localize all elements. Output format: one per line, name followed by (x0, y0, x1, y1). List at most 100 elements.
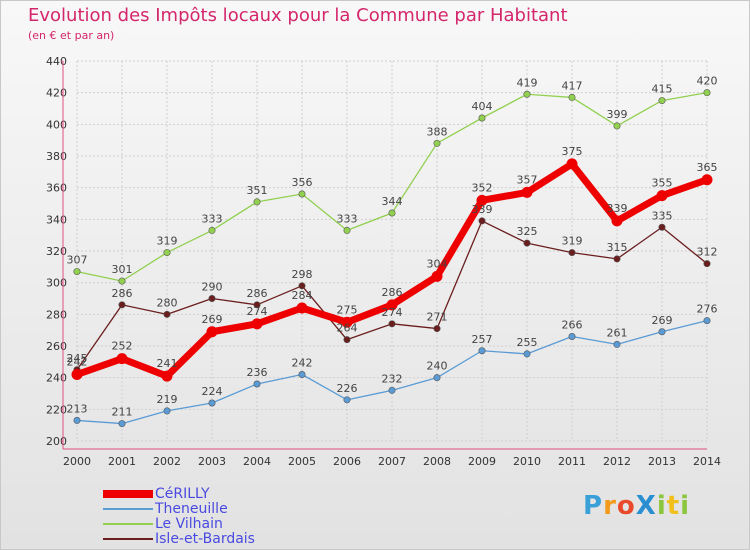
data-label: 266 (562, 319, 583, 332)
data-label: 211 (112, 406, 133, 419)
data-label: 264 (337, 322, 358, 335)
data-point (523, 350, 531, 358)
data-point (388, 386, 396, 394)
data-label: 315 (607, 241, 628, 254)
data-point (658, 97, 666, 105)
data-point (703, 89, 711, 97)
x-tick-label: 2008 (423, 455, 451, 468)
data-point (71, 369, 83, 380)
data-point (388, 209, 396, 217)
y-tick-label: 360 (46, 182, 67, 195)
data-label: 344 (382, 195, 403, 208)
data-label: 241 (157, 357, 178, 370)
y-tick-label: 280 (46, 308, 67, 321)
data-point (611, 215, 623, 227)
y-tick-label: 240 (46, 372, 67, 385)
data-label: 339 (472, 203, 493, 216)
y-tick-label: 400 (46, 118, 67, 131)
data-label: 365 (697, 161, 718, 174)
x-tick-label: 2012 (603, 455, 631, 468)
data-point (656, 190, 668, 202)
legend-label: CéRILLY (155, 486, 210, 502)
logo-letter: r (603, 491, 617, 521)
y-tick-label: 220 (46, 403, 67, 416)
data-point (478, 114, 486, 122)
data-label: 271 (427, 311, 448, 324)
data-point (478, 347, 486, 355)
logo-letter: X (635, 491, 657, 521)
data-point (658, 223, 666, 231)
data-point (476, 194, 488, 206)
legend-swatch (103, 538, 153, 540)
data-label: 356 (292, 176, 313, 189)
data-label: 357 (517, 173, 538, 186)
chart-subtitle: (en € et par an) (28, 29, 115, 42)
x-tick-label: 2014 (693, 455, 721, 468)
legend-label: Theneuille (155, 501, 228, 517)
data-point (431, 270, 443, 282)
data-label: 213 (67, 402, 88, 415)
data-label: 257 (472, 333, 493, 346)
data-point (343, 226, 351, 234)
logo-letter: o (616, 491, 636, 521)
data-label: 333 (202, 212, 223, 225)
data-point (298, 190, 306, 198)
y-tick-label: 320 (46, 245, 67, 258)
data-point (208, 226, 216, 234)
data-label: 388 (427, 125, 448, 138)
data-point (386, 299, 398, 311)
x-tick-label: 2000 (63, 455, 91, 468)
data-point (566, 158, 578, 170)
data-label: 269 (202, 313, 223, 326)
data-label: 224 (202, 385, 223, 398)
data-point (568, 93, 576, 101)
data-label: 319 (157, 235, 178, 248)
logo-letter: t (666, 491, 681, 521)
data-label: 339 (607, 202, 628, 215)
data-label: 307 (67, 254, 88, 267)
data-point (253, 380, 261, 388)
data-point (298, 282, 306, 290)
logo-letter: P (583, 491, 604, 521)
y-tick-label: 380 (46, 150, 67, 163)
data-point (118, 420, 126, 428)
data-point (568, 249, 576, 257)
x-tick-label: 2005 (288, 455, 316, 468)
logo-letter: i (680, 491, 691, 521)
data-label: 415 (652, 83, 673, 96)
data-label: 276 (697, 303, 718, 316)
data-label: 286 (247, 287, 268, 300)
data-point (568, 332, 576, 340)
data-point (118, 301, 126, 309)
data-label: 352 (472, 181, 493, 194)
data-point (208, 399, 216, 407)
data-label: 252 (112, 340, 133, 353)
data-point (118, 277, 126, 285)
data-point (703, 260, 711, 268)
data-label: 226 (337, 382, 358, 395)
data-label: 420 (697, 75, 718, 88)
data-point (613, 255, 621, 263)
data-point (433, 325, 441, 333)
data-label: 242 (67, 356, 88, 369)
data-label: 236 (247, 366, 268, 379)
data-point (521, 186, 533, 198)
data-point (163, 310, 171, 318)
data-point (658, 328, 666, 336)
data-point (116, 353, 128, 365)
data-point (163, 407, 171, 415)
data-label: 304 (427, 257, 448, 270)
logo-letter: i (656, 491, 667, 521)
x-tick-label: 2013 (648, 455, 676, 468)
proxiti-logo: ProXiti (583, 491, 690, 521)
data-label: 312 (697, 246, 718, 259)
legend-label: Le Vilhain (155, 516, 223, 532)
data-point (251, 318, 263, 330)
data-label: 301 (112, 263, 133, 276)
data-point (73, 268, 81, 276)
data-point (701, 174, 713, 186)
data-point (523, 239, 531, 247)
data-point (161, 370, 173, 382)
data-label: 275 (337, 303, 358, 316)
